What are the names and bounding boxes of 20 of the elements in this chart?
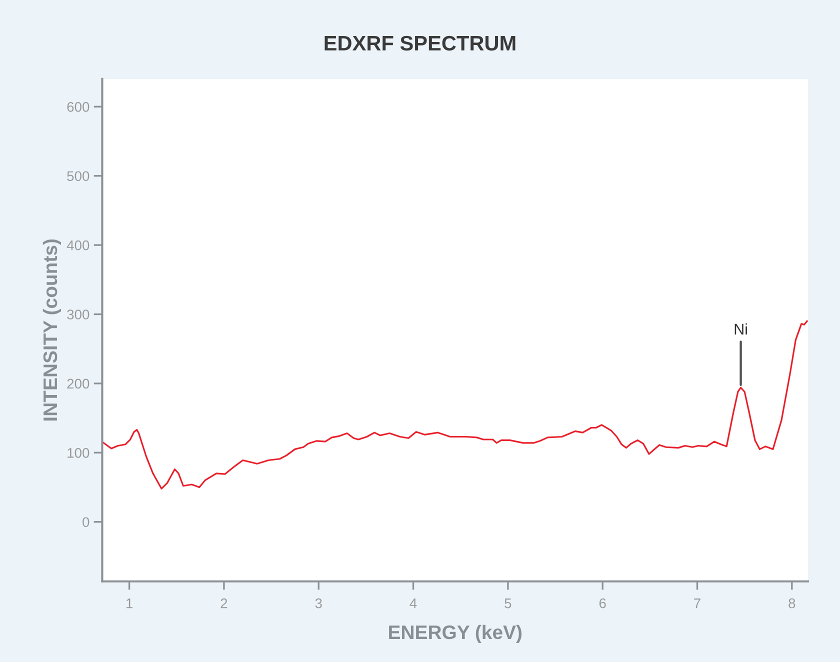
chart-title: EDXRF SPECTRUM	[324, 36, 516, 51]
x-tick-label: 8	[788, 598, 796, 608]
x-tick-label: 1	[126, 598, 132, 608]
x-tick-label: 5	[504, 598, 512, 608]
y-tick-label: 0	[82, 517, 90, 528]
y-tick-label: 400	[66, 240, 90, 250]
x-axis-title: ENERGY (keV)	[389, 624, 522, 643]
line-series	[102, 320, 808, 490]
x-tick-label: 6	[599, 598, 606, 608]
x-tick-label: 4	[410, 598, 417, 608]
y-tick-label: 600	[67, 102, 90, 112]
x-tick-label: 3	[315, 598, 322, 608]
annotation: Ni	[734, 323, 747, 334]
y-tick-label: 500	[67, 171, 90, 182]
x-tick-label: 2	[220, 598, 228, 608]
y-tick-label: 300	[67, 310, 90, 320]
x-tick-label: 7	[694, 598, 700, 608]
y-axis-title: INTENSITY (counts)	[42, 239, 61, 421]
y-tick-label: 200	[67, 378, 90, 389]
y-tick-label: 100	[68, 448, 90, 458]
